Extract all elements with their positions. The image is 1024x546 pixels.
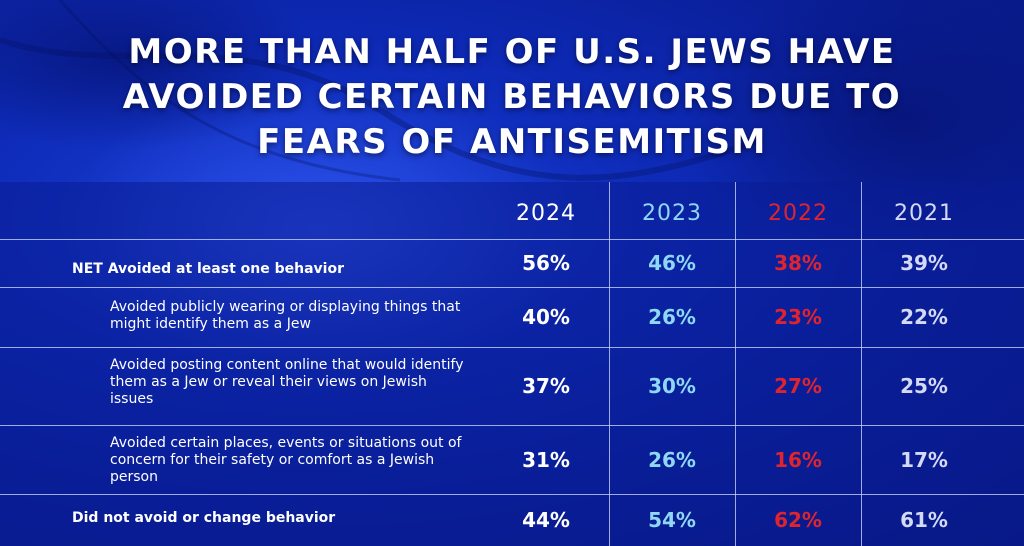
title-line: AVOIDED CERTAIN BEHAVIORS DUE TO — [122, 77, 902, 117]
data-table: 2024 2023 2022 2021 NET Avoided at least one… — [0, 182, 1024, 546]
row-divider — [0, 494, 1024, 495]
data-cell-2023: 30% — [648, 374, 696, 398]
data-cell-2022: 23% — [774, 305, 822, 329]
data-cell-2024: 31% — [522, 447, 570, 472]
row-divider — [0, 425, 1024, 426]
title-line: MORE THAN HALF OF U.S. JEWS HAVE — [128, 32, 896, 72]
data-cell-2024: 37% — [522, 374, 570, 398]
column-divider — [861, 182, 862, 546]
column-divider — [609, 182, 610, 546]
column-divider — [735, 182, 736, 546]
data-cell-2023: 54% — [648, 508, 696, 532]
row-label: NET Avoided at least one behavior — [72, 261, 344, 277]
title-line: FEARS OF ANTISEMITISM — [257, 122, 767, 162]
data-cell-2023: 26% — [648, 447, 696, 472]
row-divider — [0, 287, 1024, 288]
data-cell-2022: 16% — [774, 447, 822, 472]
data-cell-2021: 17% — [900, 447, 948, 472]
row-label: Avoided posting content online that woul… — [110, 357, 464, 407]
data-cell-2021: 22% — [900, 305, 948, 329]
row-label: Avoided certain places, events or situat… — [110, 435, 462, 485]
data-cell-2022: 38% — [774, 251, 822, 275]
data-cell-2022: 27% — [774, 374, 822, 398]
data-cell-2021: 61% — [900, 508, 948, 532]
row-divider — [0, 347, 1024, 348]
chart-title: MORE THAN HALF OF U.S. JEWS HAVE AVOIDED… — [0, 30, 1024, 165]
year-header-2022: 2022 — [768, 201, 828, 226]
year-header-2024: 2024 — [516, 201, 576, 226]
data-cell-2023: 46% — [648, 251, 696, 275]
data-cell-2024: 56% — [522, 251, 570, 275]
row-label: Avoided publicly wearing or displaying t… — [110, 299, 461, 332]
data-cell-2021: 39% — [900, 251, 948, 275]
data-cell-2023: 26% — [648, 305, 696, 329]
row-divider — [0, 239, 1024, 240]
data-cell-2021: 25% — [900, 374, 948, 398]
data-cell-2024: 40% — [522, 305, 570, 329]
row-label: Did not avoid or change behavior — [72, 510, 336, 526]
data-cell-2024: 44% — [522, 508, 570, 532]
data-cell-2022: 62% — [774, 508, 822, 532]
year-header-2021: 2021 — [894, 201, 954, 226]
year-header-2023: 2023 — [642, 201, 702, 226]
